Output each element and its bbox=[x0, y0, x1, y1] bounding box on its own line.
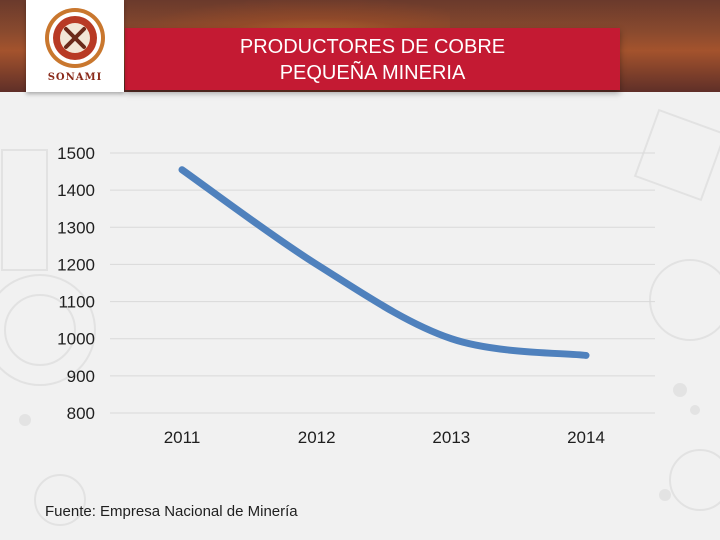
source-note: Fuente: Empresa Nacional de Minería bbox=[45, 503, 298, 520]
y-tick-label: 900 bbox=[67, 367, 95, 386]
y-axis-ticks: 1500 1400 1300 1200 1100 1000 900 800 bbox=[57, 144, 95, 423]
y-tick-label: 1300 bbox=[57, 218, 95, 237]
slide-title: PRODUCTORES DE COBRE PEQUEÑA MINERIA bbox=[125, 34, 620, 86]
y-tick-label: 800 bbox=[67, 404, 95, 423]
x-tick-label: 2013 bbox=[432, 428, 470, 447]
y-tick-label: 1500 bbox=[57, 144, 95, 163]
sonami-logo bbox=[26, 0, 124, 92]
logo-text: SONAMI bbox=[47, 72, 103, 83]
logo-emblem-icon bbox=[45, 8, 105, 68]
title-line-2: PEQUEÑA MINERIA bbox=[279, 62, 466, 84]
y-tick-label: 1100 bbox=[58, 293, 95, 312]
grid-lines bbox=[110, 152, 655, 414]
x-tick-label: 2014 bbox=[567, 428, 605, 447]
y-tick-label: 1000 bbox=[57, 330, 95, 349]
x-axis-ticks: 2011 2012 2013 2014 bbox=[164, 428, 605, 447]
y-tick-label: 1400 bbox=[57, 181, 95, 200]
series-line bbox=[178, 166, 590, 359]
y-tick-label: 1200 bbox=[57, 255, 95, 274]
title-line-1: PRODUCTORES DE COBRE bbox=[239, 36, 506, 58]
x-tick-label: 2011 bbox=[164, 428, 201, 447]
title-bar bbox=[125, 28, 620, 90]
x-tick-label: 2012 bbox=[298, 428, 336, 447]
